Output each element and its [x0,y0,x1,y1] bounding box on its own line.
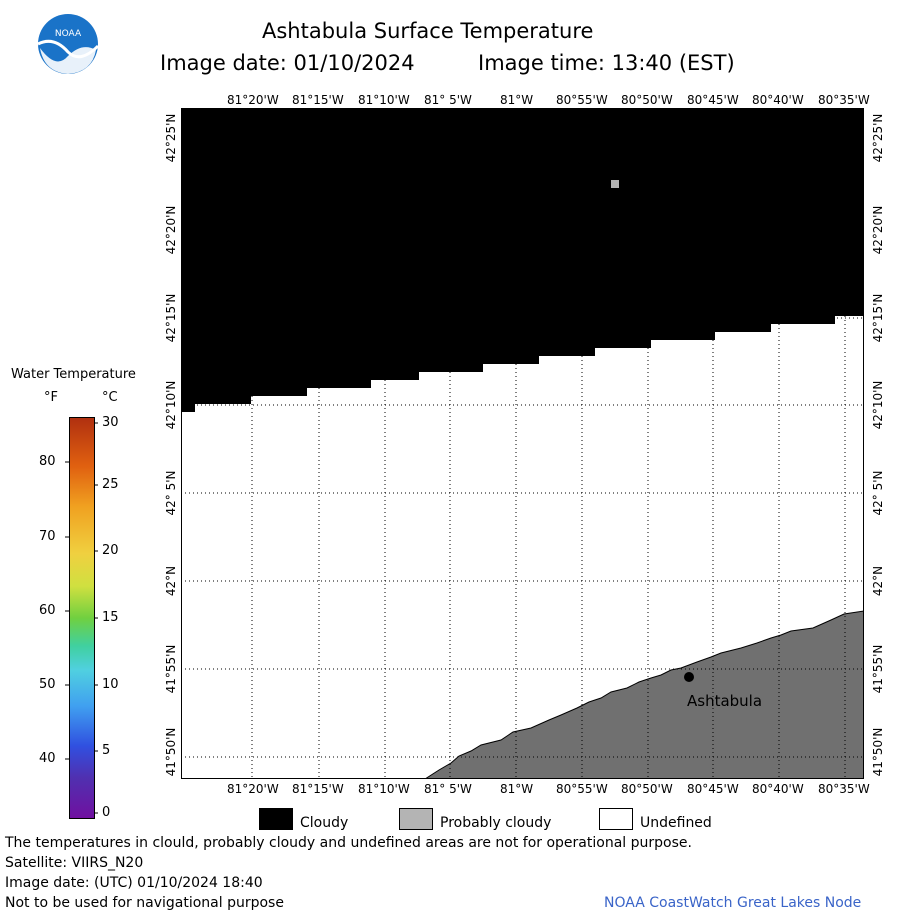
lon-label-bottom: 81°10'W [358,782,410,796]
image-date: Image date: 01/10/2024 [160,51,415,75]
lat-labels-left: 42°25'N 42°20'N 42°15'N 42°10'N 42° 5'N … [164,114,178,777]
colorbar-f-tick: 50 [39,677,56,692]
lat-label-left: 42°10'N [164,381,178,430]
image-time: Image time: 13:40 (EST) [478,51,735,75]
colorbar-ticks [65,422,98,814]
lat-label-left: 42°20'N [164,206,178,255]
lat-label-left: 42° 5'N [164,471,178,516]
lat-label-right: 41°50'N [871,728,885,777]
colorbar-c-tick: 5 [102,743,111,758]
lon-label-bottom: 80°55'W [556,782,608,796]
lat-label-right: 42°25'N [871,114,885,163]
colorbar-title: Water Temperature [11,367,136,382]
lat-label-right: 41°55'N [871,645,885,694]
land-area [424,610,864,779]
lat-label-right: 42°20'N [871,206,885,255]
colorbar-c-tick: 0 [102,805,111,820]
legend-label-probably-cloudy: Probably cloudy [440,815,552,831]
lon-label-top: 80°50'W [621,93,673,107]
colorbar-f-tick: 40 [39,751,56,766]
lon-label-bottom: 80°45'W [687,782,739,796]
cloudy-area [181,108,864,412]
lon-label-top: 81°15'W [292,93,344,107]
lon-label-top: 81°W [500,93,534,107]
lat-label-right: 42° 5'N [871,471,885,516]
lat-label-right: 42°N [871,566,885,596]
lon-label-top: 81°10'W [358,93,410,107]
colorbar-unit-f: °F [44,390,58,405]
lat-labels-right: 42°25'N 42°20'N 42°15'N 42°10'N 42° 5'N … [871,114,885,777]
place-label: Ashtabula [687,692,762,710]
footer-nav-warning: Not to be used for navigational purpose [5,895,284,911]
lat-label-right: 42°15'N [871,294,885,343]
footer-utc-date: Image date: (UTC) 01/10/2024 18:40 [5,875,263,891]
lon-label-bottom: 81° 5'W [424,782,472,796]
logo-text: NOAA [55,29,82,39]
colorbar-unit-c: °C [102,390,118,405]
lat-label-left: 41°55'N [164,645,178,694]
colorbar-c-tick: 25 [102,477,119,492]
noaa-logo: NOAA [37,14,100,74]
lon-label-bottom: 81°20'W [227,782,279,796]
lon-label-bottom: 80°50'W [621,782,673,796]
colorbar-f-tick: 70 [39,529,56,544]
colorbar-c-tick: 30 [102,415,119,430]
colorbar-f-tick: 60 [39,603,56,618]
footer-note: The temperatures in clould, probably clo… [5,835,692,851]
lat-label-left: 41°50'N [164,728,178,777]
lon-label-bottom: 81°15'W [292,782,344,796]
lat-label-right: 42°10'N [871,381,885,430]
lon-label-bottom: 81°W [500,782,534,796]
legend-label-cloudy: Cloudy [300,815,349,831]
lon-label-top: 81° 5'W [424,93,472,107]
legend-label-undefined: Undefined [640,815,712,831]
lat-label-left: 42°N [164,566,178,596]
probably-cloudy-pixel [611,180,619,188]
footer-satellite: Satellite: VIIRS_N20 [5,855,144,871]
lon-label-top: 80°35'W [818,93,870,107]
colorbar-f-tick: 80 [39,454,56,469]
lon-label-top: 80°40'W [752,93,804,107]
legend-swatch-cloudy [259,808,293,830]
lon-label-bottom: 80°40'W [752,782,804,796]
colorbar-c-tick: 15 [102,610,119,625]
colorbar-c-tick: 10 [102,677,119,692]
ashtabula-marker [684,672,694,682]
lon-label-top: 80°45'W [687,93,739,107]
lat-label-left: 42°15'N [164,294,178,343]
lon-label-bottom: 80°35'W [818,782,870,796]
page-title: Ashtabula Surface Temperature [262,19,594,43]
lat-label-left: 42°25'N [164,114,178,163]
footer-credit: NOAA CoastWatch Great Lakes Node [604,895,862,911]
lon-label-top: 81°20'W [227,93,279,107]
temperature-map: Ashtabula [181,108,864,779]
map-frame [181,108,864,779]
lon-label-top: 80°55'W [556,93,608,107]
legend-swatch-probably-cloudy [399,808,433,830]
colorbar-c-tick: 20 [102,543,119,558]
legend-swatch-undefined [599,808,633,830]
